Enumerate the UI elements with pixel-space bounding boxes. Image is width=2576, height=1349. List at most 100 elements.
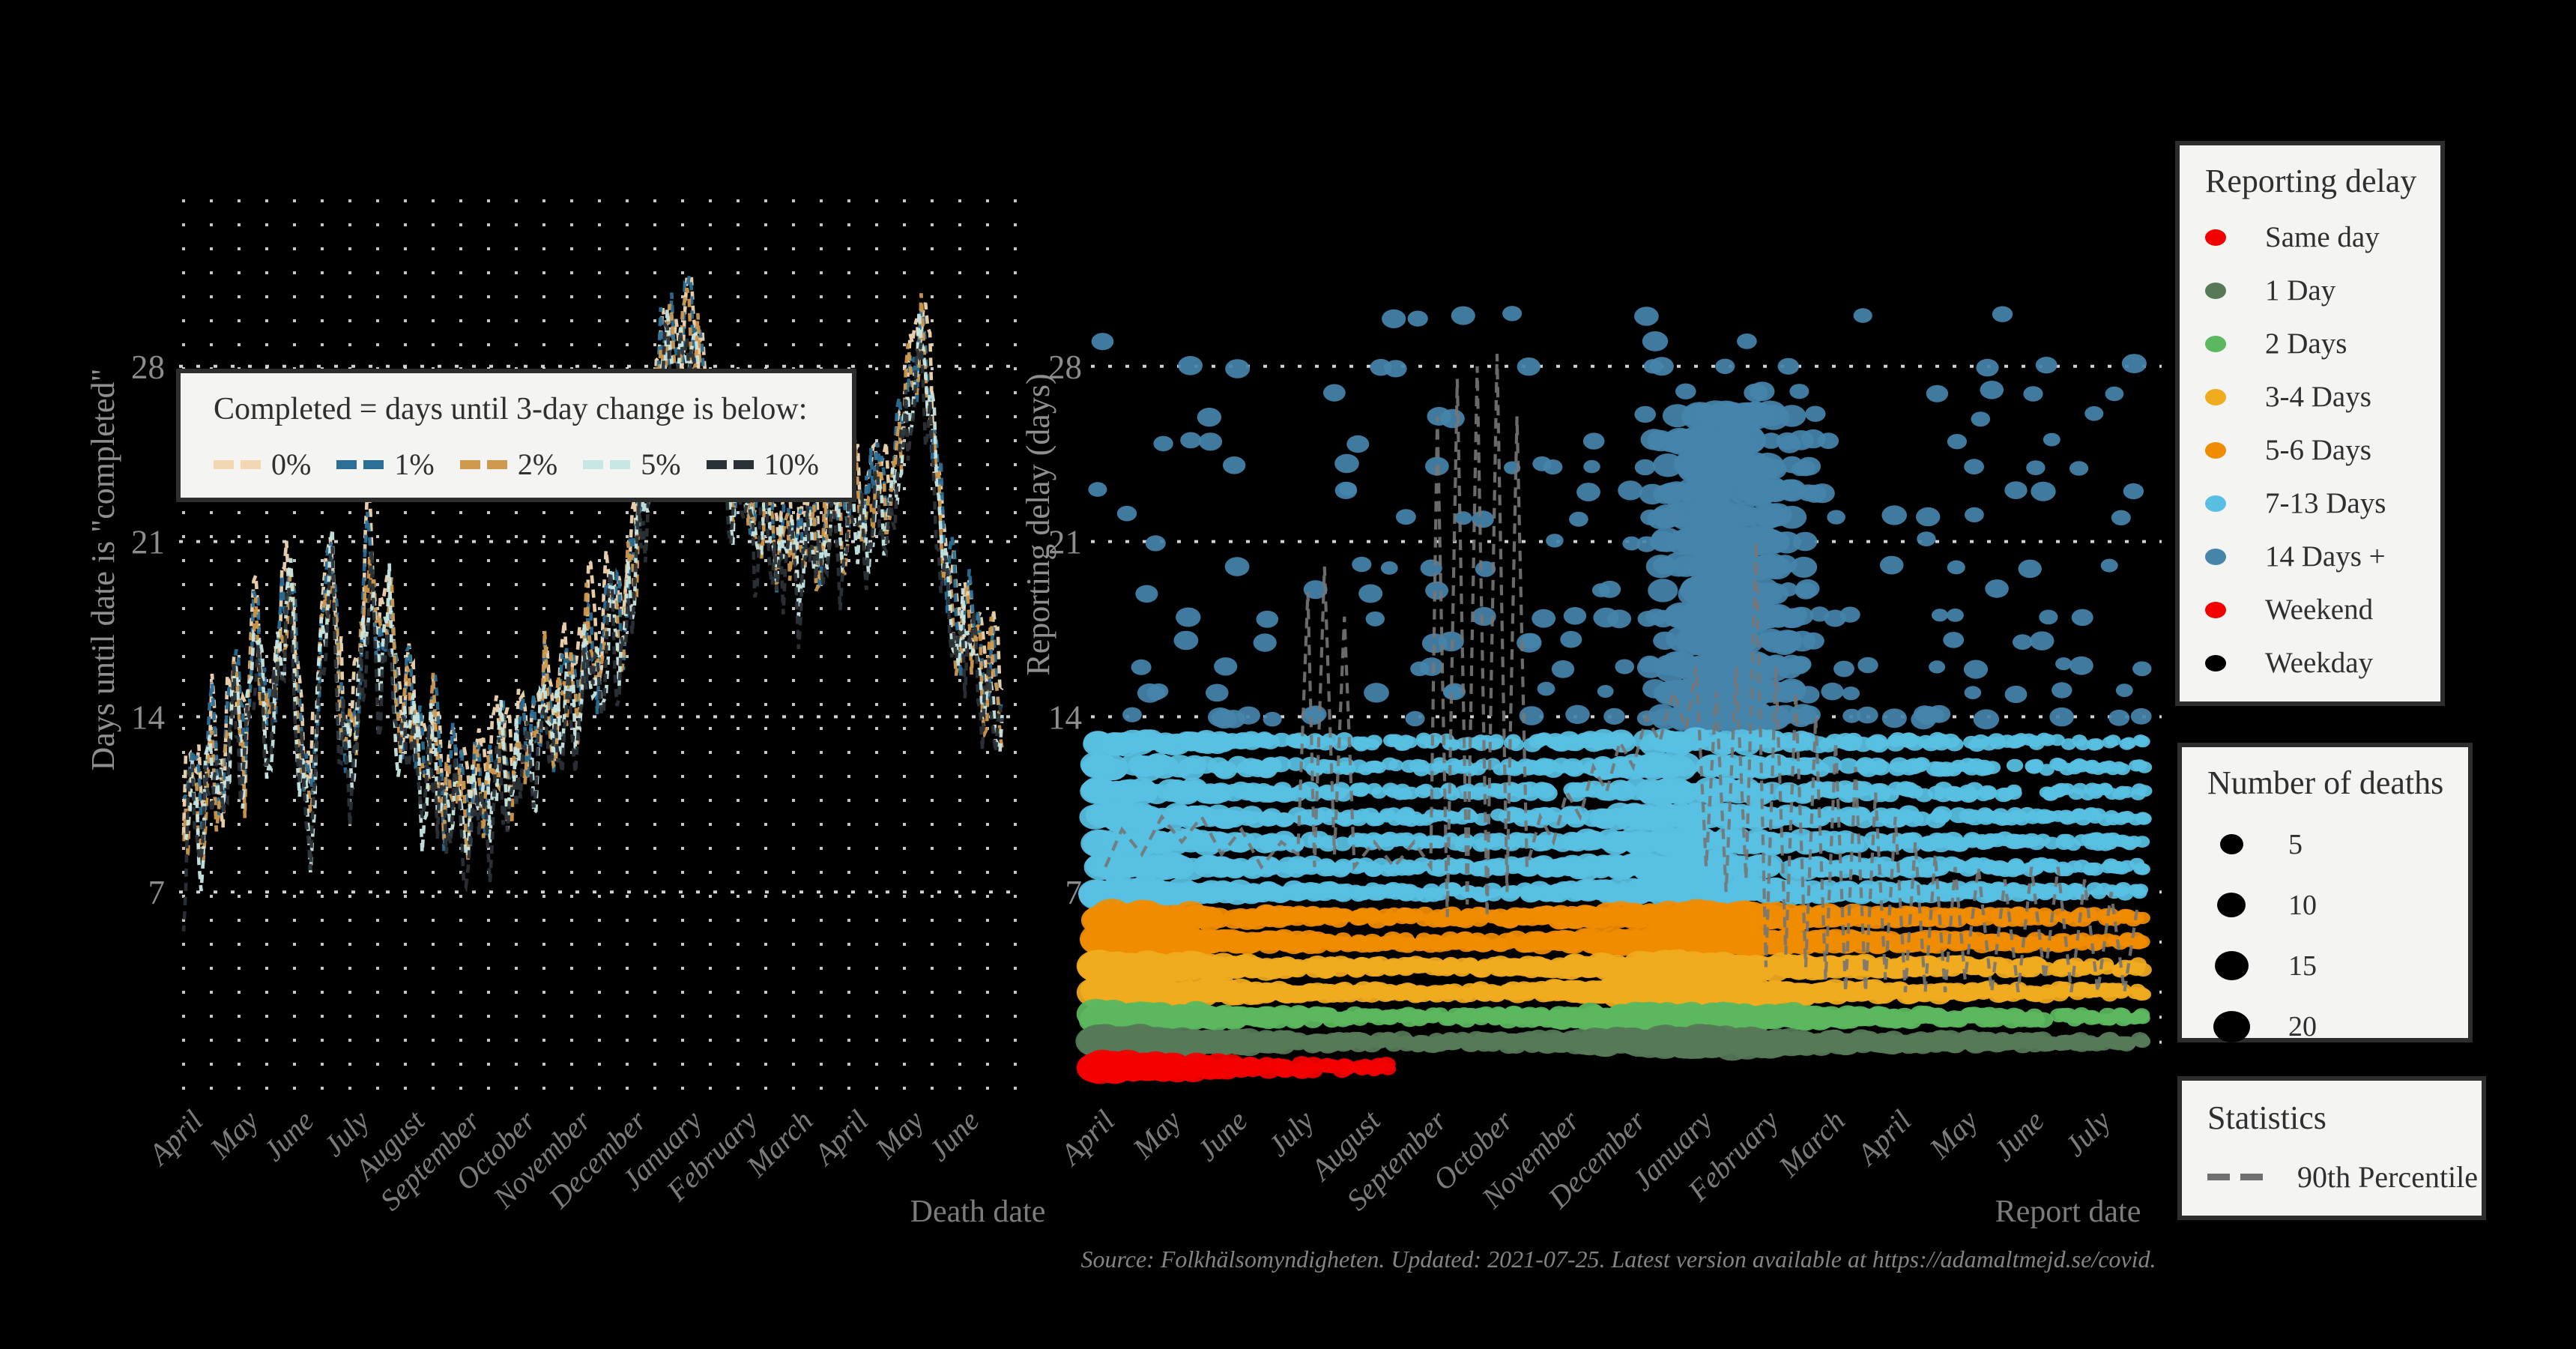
category-dot-icon — [2205, 441, 2226, 459]
reporting-delay-legend-item: Weekend — [2205, 583, 2440, 636]
bubble — [1225, 359, 1251, 378]
category-dot-icon — [2205, 335, 2226, 352]
bubble — [1396, 509, 1416, 525]
category-dot-icon — [2205, 388, 2226, 405]
completed-legend-item: 5% — [583, 447, 681, 482]
reporting-delay-legend-item: 5-6 Days — [2205, 423, 2440, 477]
y-tick-label: 7 — [148, 874, 166, 911]
x-month-label: April — [805, 1104, 874, 1173]
bubble — [1358, 584, 1383, 603]
dashed-line-swatch — [2207, 1171, 2263, 1184]
size-dot-container — [2207, 951, 2255, 980]
bubble — [1569, 511, 1588, 527]
category-dot-icon — [2205, 229, 2226, 246]
x-month-label: April — [140, 1104, 209, 1173]
bubble — [1176, 607, 1201, 627]
bubble — [2132, 661, 2152, 677]
bubble — [2114, 983, 2132, 998]
x-month-label: June — [1190, 1104, 1254, 1168]
reporting-delay-item-label: 7-13 Days — [2265, 487, 2386, 519]
bubble — [1857, 657, 1878, 674]
bubble — [1945, 737, 1964, 752]
bubble — [1777, 405, 1806, 427]
statistics-legend-title: Statistics — [2207, 1099, 2326, 1136]
size-dot-icon — [2213, 1010, 2250, 1042]
bubble — [1809, 606, 1830, 622]
bubble — [2137, 785, 2153, 797]
completed-legend-item-label: 0% — [271, 447, 312, 481]
bubble — [1772, 531, 1801, 554]
bubble — [1517, 357, 1541, 376]
bubble — [1609, 732, 1636, 753]
bubble — [1353, 782, 1370, 796]
bubble — [1583, 459, 1600, 474]
y-tick-label: 28 — [1048, 348, 1082, 386]
bubble — [2043, 432, 2061, 447]
line-series-5% — [182, 308, 1004, 892]
reporting-delay-item-label: 1 Day — [2265, 274, 2336, 307]
bubble — [1964, 686, 1982, 699]
y-tick-label: 7 — [1065, 874, 1083, 911]
y-tick-label: 14 — [131, 698, 165, 736]
bubble — [1256, 610, 1279, 628]
bubble — [1180, 432, 1202, 449]
bubble — [1502, 306, 1523, 322]
bubble — [1145, 535, 1166, 552]
line-series-0% — [181, 274, 1004, 836]
reporting-delay-legend-item: 2 Days — [2205, 317, 2440, 370]
dash-segment — [336, 459, 357, 469]
bubble — [1932, 609, 1948, 622]
bubble — [1198, 432, 1223, 451]
bubble — [1649, 357, 1674, 376]
bubble — [1485, 888, 1502, 902]
bubble — [2111, 510, 2131, 525]
x-month-label: May — [1922, 1103, 1984, 1165]
size-dot-icon — [2219, 834, 2243, 854]
bubble — [1964, 459, 1985, 475]
bubble — [1929, 660, 1946, 674]
bubble — [2134, 962, 2152, 977]
dash-segment — [706, 459, 727, 469]
bubble — [1214, 657, 1238, 676]
bubble — [2006, 784, 2022, 797]
left-x-axis-title: Death date — [910, 1195, 1046, 1229]
bubble — [1730, 426, 1766, 454]
bubble — [1634, 405, 1656, 423]
bubble — [2114, 763, 2130, 776]
bubble — [1715, 358, 1735, 374]
x-month-label: June — [1987, 1104, 2051, 1168]
bubble — [1947, 434, 1967, 450]
number-of-deaths-legend-title: Number of deaths — [2207, 764, 2444, 801]
bubble — [1622, 536, 1641, 551]
right-chart-bubbles — [1075, 306, 2153, 1084]
bubble — [1088, 482, 1107, 497]
completed-definition-legend: Completed = days until 3-day change is b… — [176, 369, 856, 502]
bubble — [2088, 738, 2105, 750]
reporting-delay-legend-item: 7-13 Days — [2205, 477, 2440, 530]
category-dot-icon — [2205, 601, 2226, 618]
bubble — [2108, 709, 2130, 726]
line-series-1% — [182, 276, 1004, 851]
bubble — [2121, 737, 2137, 749]
bubble — [1403, 786, 1420, 800]
percentile-90-line — [1104, 354, 2140, 993]
bubble — [1431, 760, 1448, 773]
bubble — [1634, 459, 1656, 476]
bubble — [1425, 581, 1449, 600]
reporting-delay-item-label: Weekend — [2265, 594, 2374, 626]
dashed-line-swatch — [706, 459, 754, 469]
bubble — [2135, 735, 2150, 748]
bubble — [1576, 483, 1600, 501]
bubble — [1339, 482, 1357, 496]
bubble — [1789, 656, 1812, 673]
bubble — [1122, 707, 1142, 722]
category-dot-icon — [2205, 282, 2226, 299]
bubble — [1992, 306, 2013, 322]
dash-segment — [486, 459, 507, 469]
bubble — [2121, 354, 2147, 373]
bubble — [1842, 686, 1860, 701]
bubble — [1323, 384, 1346, 402]
bubble — [2039, 609, 2058, 625]
completed-legend-item: 1% — [336, 447, 435, 482]
